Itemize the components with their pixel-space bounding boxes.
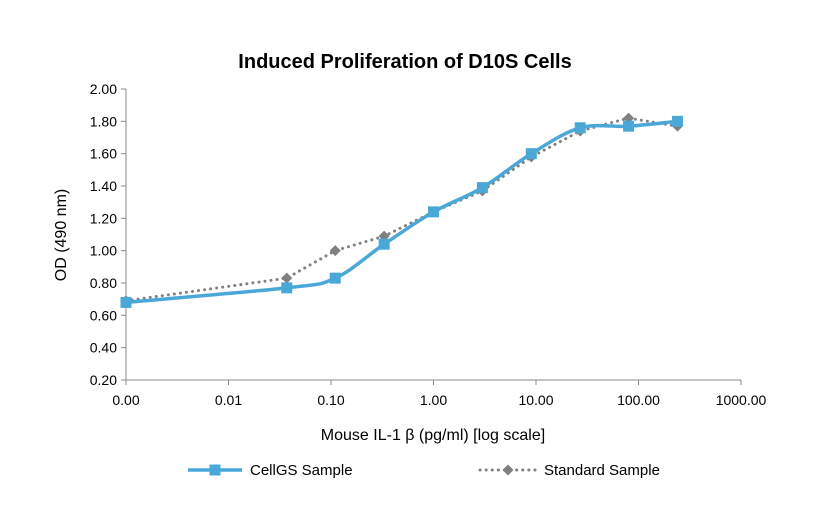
y-tick-label: 0.60: [90, 307, 117, 323]
y-tick-label: 2.00: [90, 81, 117, 97]
x-axis-label: Mouse IL-1 β (pg/ml) [log scale]: [321, 427, 545, 444]
x-tick-label: 10.00: [518, 392, 553, 408]
y-tick-label: 1.00: [90, 243, 117, 259]
legend-item: Standard Sample: [478, 462, 660, 479]
data-point: [428, 206, 439, 218]
data-point: [378, 238, 390, 250]
y-tick-label: 1.60: [90, 146, 117, 162]
data-point: [525, 148, 537, 160]
data-point: [574, 122, 586, 134]
y-tick-label: 1.80: [90, 113, 117, 129]
x-axis: 0.00 0.01 0.10 1.00 10.00 100.00 1000.00: [112, 379, 767, 408]
series-line: [125, 119, 678, 305]
legend-marker: [209, 464, 221, 476]
data-point: [476, 182, 488, 194]
x-tick-label: 0.01: [215, 392, 242, 408]
y-tick-label: 1.40: [90, 178, 117, 194]
legend-marker: [502, 464, 514, 476]
y-axis: 0.20 0.40 0.60 0.80 1.00 1.20 1.40 1.60 1.80 2.00: [90, 81, 127, 388]
data-point: [329, 245, 341, 257]
data-point: [281, 272, 293, 284]
legend-item: CellGS Sample: [188, 462, 353, 479]
series-standard-sample: [120, 112, 683, 307]
data-point: [329, 272, 341, 284]
y-tick-label: 0.80: [90, 275, 117, 291]
x-tick-label: 100.00: [617, 392, 660, 408]
series-cellgs-sample: [120, 115, 683, 308]
y-axis-label: OD (490 nm): [53, 189, 70, 281]
series-line: [124, 116, 679, 303]
y-tick-label: 0.20: [90, 372, 117, 388]
y-tick-label: 0.40: [90, 340, 117, 356]
data-point: [120, 296, 132, 308]
data-point: [671, 115, 683, 127]
data-point: [623, 120, 635, 132]
chart-title: Induced Proliferation of D10S Cells: [238, 51, 571, 73]
legend-label: Standard Sample: [544, 462, 660, 479]
x-tick-label: 0.00: [112, 392, 139, 408]
y-tick-label: 1.20: [90, 210, 117, 226]
x-tick-label: 1.00: [420, 392, 447, 408]
data-point: [281, 282, 293, 294]
x-tick-label: 1000.00: [716, 392, 767, 408]
series-layer: [120, 112, 683, 308]
legend-label: CellGS Sample: [250, 462, 353, 479]
x-tick-label: 0.10: [317, 392, 344, 408]
legend: CellGS Sample Standard Sample: [188, 462, 660, 479]
